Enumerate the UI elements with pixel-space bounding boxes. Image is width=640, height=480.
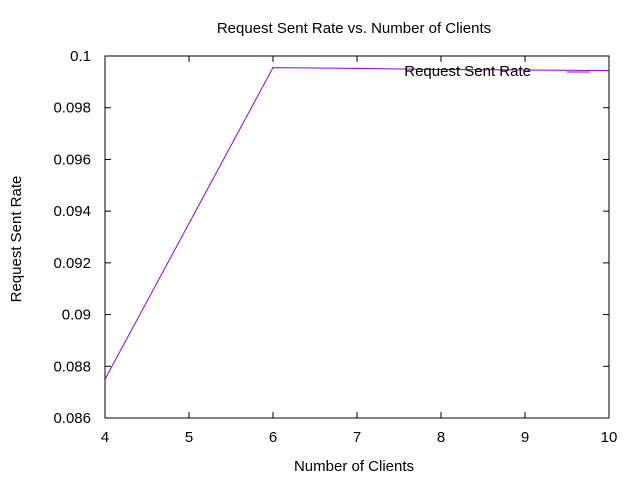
y-tick-label: 0.098 (53, 100, 91, 117)
y-tick-label: 0.086 (53, 410, 91, 427)
x-tick-label: 4 (101, 429, 109, 446)
data-point (356, 67, 358, 70)
x-tick-label: 8 (437, 429, 445, 446)
y-tick-label: 0.088 (53, 358, 91, 375)
x-axis-label: Number of Clients (294, 458, 414, 475)
y-tick-label: 0.1 (70, 48, 91, 65)
x-tick-label: 7 (353, 429, 361, 446)
plot-frame (104, 55, 610, 419)
axes: 4 5 6 7 8 9 10 0.086 0.088 0.09 0.092 0.094 0.096 0.0… (53, 48, 617, 446)
y-tick-label: 0.094 (53, 203, 91, 220)
x-tick-label: 5 (185, 429, 193, 446)
y-tick-label: 0.096 (53, 151, 91, 168)
series-layer (104, 67, 610, 380)
y-tick-label: 0.09 (62, 307, 91, 324)
data-point (524, 69, 526, 71)
series-line-request-sent-rate (104, 67, 610, 380)
y-tick-label: 0.092 (53, 255, 91, 272)
x-tick-label: 6 (269, 429, 277, 446)
legend: Request Sent Rate (404, 63, 590, 80)
data-point (440, 68, 442, 71)
legend-label: Request Sent Rate (404, 63, 531, 80)
data-point (272, 67, 274, 69)
x-tick-label: 10 (601, 429, 618, 446)
chart-title: Request Sent Rate vs. Number of Clients (217, 20, 491, 37)
y-axis-label: Request Sent Rate (8, 176, 25, 303)
x-tick-label: 9 (521, 429, 529, 446)
